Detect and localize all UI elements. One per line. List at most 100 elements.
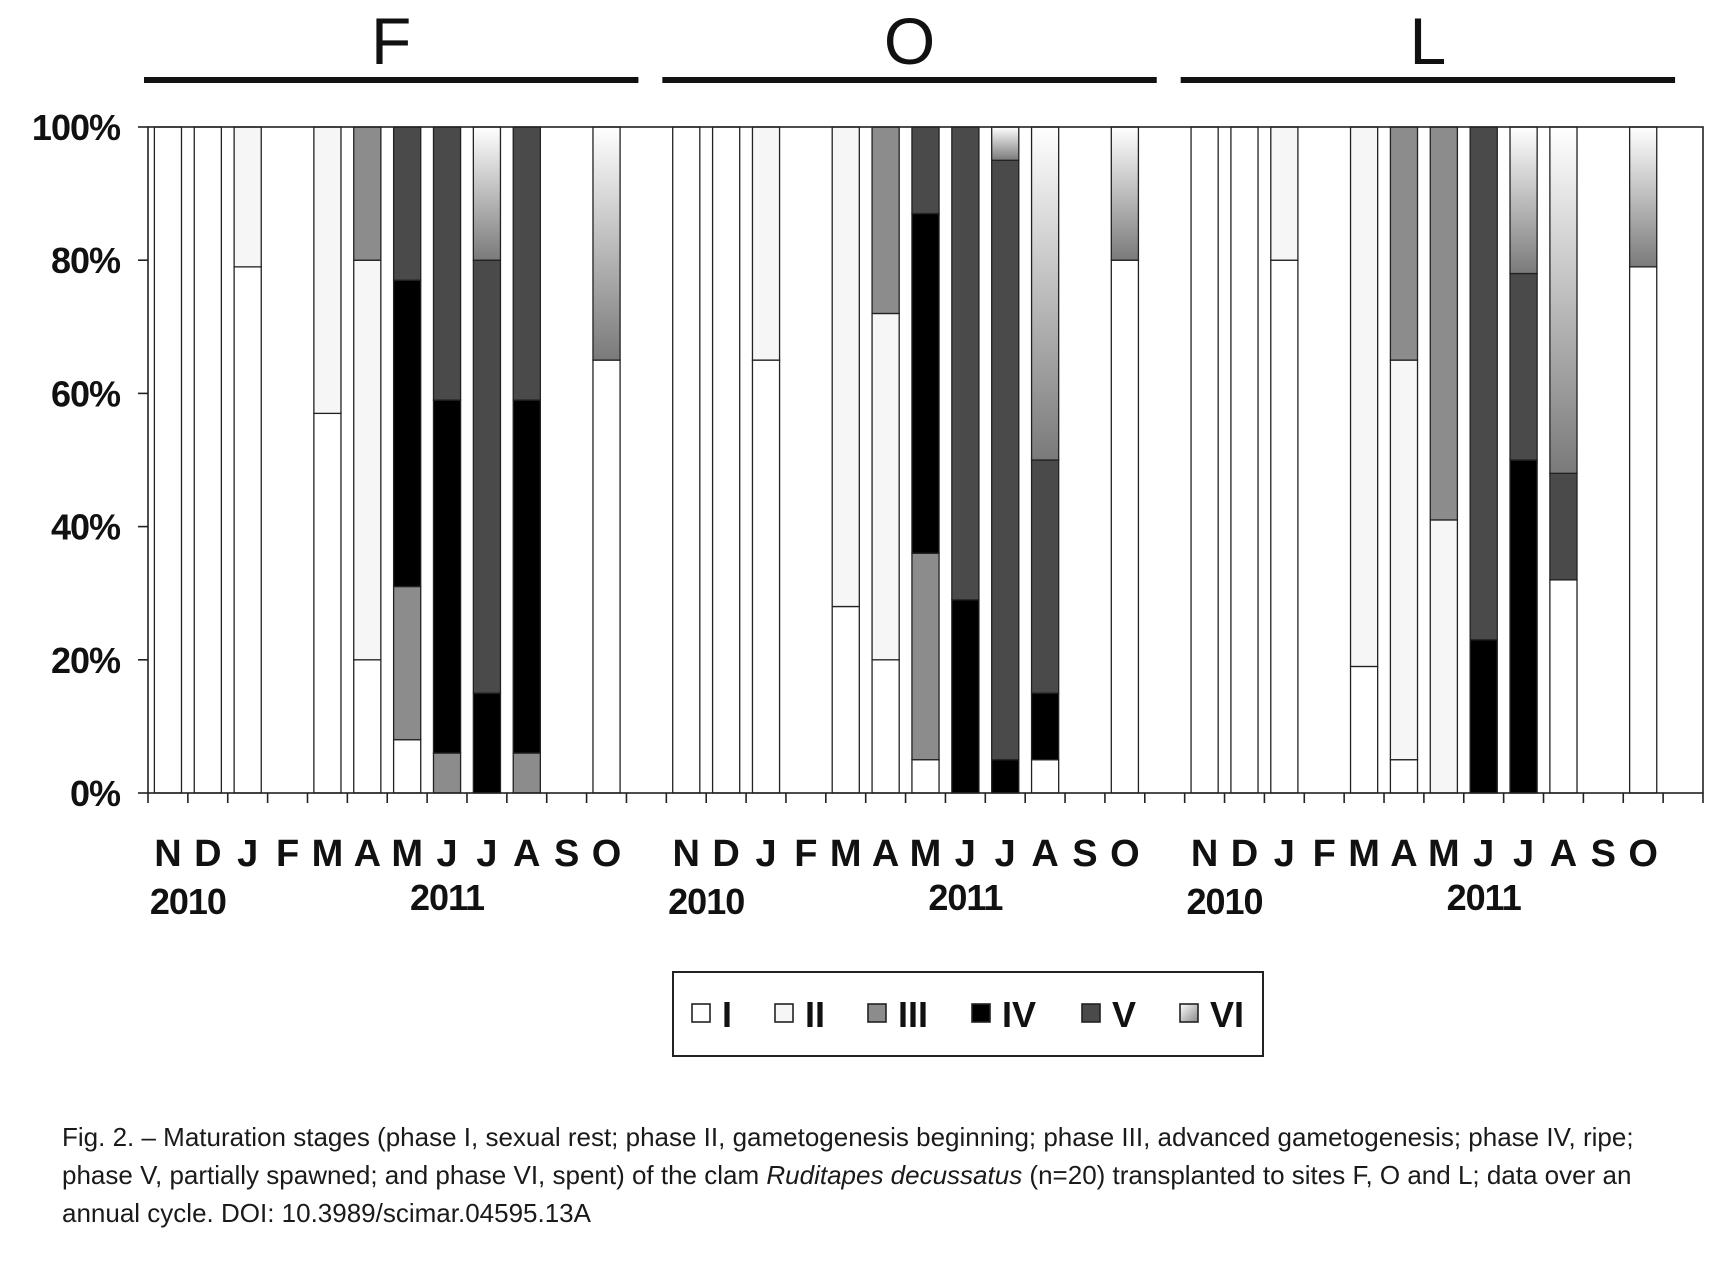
x-month-label: F xyxy=(1313,833,1336,875)
bar-segment-L-8-VI xyxy=(1509,126,1538,275)
bar-segment-O-9-I xyxy=(1030,759,1060,794)
y-tick-label: 20% xyxy=(51,640,121,681)
bar-segment-F-6-IV xyxy=(392,279,422,588)
bar-segment-O-4-II xyxy=(831,126,860,608)
x-month-label: O xyxy=(1628,833,1658,875)
legend-label-II: II xyxy=(805,994,825,1035)
bar-segment-F-0-I xyxy=(153,126,183,794)
x-month-label: D xyxy=(1231,833,1258,875)
x-month-label: M xyxy=(910,833,942,875)
bar-segment-L-0-I xyxy=(1190,126,1219,794)
bar-segment-L-4-II xyxy=(1349,126,1379,668)
y-tick-label: 100% xyxy=(32,107,121,148)
year-label: 2010 xyxy=(1186,881,1262,922)
legend-label-I: I xyxy=(722,994,732,1035)
bar-segment-L-2-II xyxy=(1270,126,1299,261)
bar-segment-O-9-V xyxy=(1030,459,1060,694)
bar-segment-O-2-I xyxy=(751,359,781,794)
bar-segment-O-0-I xyxy=(672,126,701,794)
bar-segment-O-6-I xyxy=(911,759,940,794)
bar-segment-L-9-I xyxy=(1549,579,1578,794)
year-label: 2011 xyxy=(410,877,485,918)
x-month-label: J xyxy=(955,833,976,875)
bar-segment-O-5-I xyxy=(871,659,900,794)
bar-segment-O-9-IV xyxy=(1030,692,1060,761)
bar-segment-O-5-III xyxy=(871,126,900,315)
x-month-label: S xyxy=(1591,833,1616,875)
bar-segment-F-7-III xyxy=(432,752,462,794)
x-month-label: J xyxy=(755,833,776,875)
x-month-label: N xyxy=(673,833,700,875)
x-month-label: J xyxy=(1473,833,1494,875)
x-month-label: J xyxy=(1274,833,1295,875)
bar-segment-F-8-V xyxy=(472,259,502,694)
bar-segment-O-1-I xyxy=(711,126,741,794)
bar-segment-F-5-III xyxy=(353,126,382,261)
bar-segment-O-7-IV xyxy=(951,599,980,794)
x-month-label: M xyxy=(391,833,423,875)
bar-segment-F-8-IV xyxy=(472,692,502,794)
bar-segment-O-4-I xyxy=(831,605,860,794)
x-month-label: A xyxy=(513,833,540,875)
bar-segment-F-6-III xyxy=(392,585,422,741)
bar-segment-F-9-V xyxy=(512,126,541,401)
bar-segment-L-8-IV xyxy=(1509,459,1538,794)
legend-label-III: III xyxy=(898,994,928,1035)
legend-swatch-I xyxy=(691,1003,711,1023)
bar-segment-L-5-II xyxy=(1389,359,1419,761)
legend-label-V: V xyxy=(1112,994,1136,1035)
bar-segment-O-11-VI xyxy=(1110,126,1140,261)
x-month-label: M xyxy=(312,833,344,875)
caption-species: Ruditapes decussatus xyxy=(766,1160,1023,1190)
panel-header-label: O xyxy=(884,4,935,78)
year-label: 2011 xyxy=(928,877,1003,918)
bars xyxy=(153,126,1658,794)
bar-segment-L-5-III xyxy=(1389,126,1419,361)
bar-segment-F-11-I xyxy=(592,359,621,794)
bar-segment-F-4-I xyxy=(313,412,342,794)
bar-segment-L-9-VI xyxy=(1549,126,1578,474)
bar-segment-O-5-II xyxy=(871,312,900,661)
bar-segment-F-8-VI xyxy=(472,126,502,261)
x-month-label: A xyxy=(354,833,381,875)
legend-label-IV: IV xyxy=(1002,994,1036,1035)
x-month-label: J xyxy=(1513,833,1534,875)
x-month-label: O xyxy=(1110,833,1140,875)
bar-segment-F-4-II xyxy=(313,126,342,415)
legend-swatch-III xyxy=(867,1003,887,1023)
x-month-label: J xyxy=(436,833,457,875)
x-month-label: S xyxy=(554,833,579,875)
plot-frame xyxy=(147,126,1704,794)
panel-header-label: L xyxy=(1410,4,1447,78)
bar-segment-O-2-II xyxy=(751,126,781,361)
bar-segment-O-7-V xyxy=(951,126,980,601)
bar-segment-F-6-V xyxy=(392,126,422,281)
caption-text-end: (n=20) transplanted to sites F, O and L;… xyxy=(62,1160,1632,1228)
x-month-label: N xyxy=(154,833,181,875)
bar-segment-O-6-V xyxy=(911,126,940,215)
bar-segment-L-9-V xyxy=(1549,472,1578,581)
bar-segment-O-11-I xyxy=(1110,259,1140,794)
bar-segment-F-2-I xyxy=(233,266,262,794)
bar-segment-F-7-IV xyxy=(432,399,462,754)
bar-segment-L-1-I xyxy=(1230,126,1259,794)
legend: I II III IV V VI xyxy=(672,971,1264,1057)
legend-swatch-VI xyxy=(1179,1003,1199,1023)
legend-swatch-II xyxy=(774,1003,794,1023)
bar-segment-L-6-II xyxy=(1429,519,1459,794)
bar-segment-O-6-IV xyxy=(911,212,940,554)
bar-segment-F-1-I xyxy=(193,126,223,794)
bar-segment-L-2-I xyxy=(1270,259,1299,794)
x-month-label: M xyxy=(1348,833,1380,875)
bar-segment-O-6-III xyxy=(911,552,940,761)
x-month-label: J xyxy=(237,833,258,875)
bar-segment-F-9-III xyxy=(512,752,541,794)
legend-swatch-V xyxy=(1081,1003,1101,1023)
bar-segment-F-5-II xyxy=(353,259,382,661)
year-label: 2011 xyxy=(1447,877,1522,918)
x-month-label: A xyxy=(1031,833,1058,875)
bar-segment-F-11-VI xyxy=(592,126,621,361)
